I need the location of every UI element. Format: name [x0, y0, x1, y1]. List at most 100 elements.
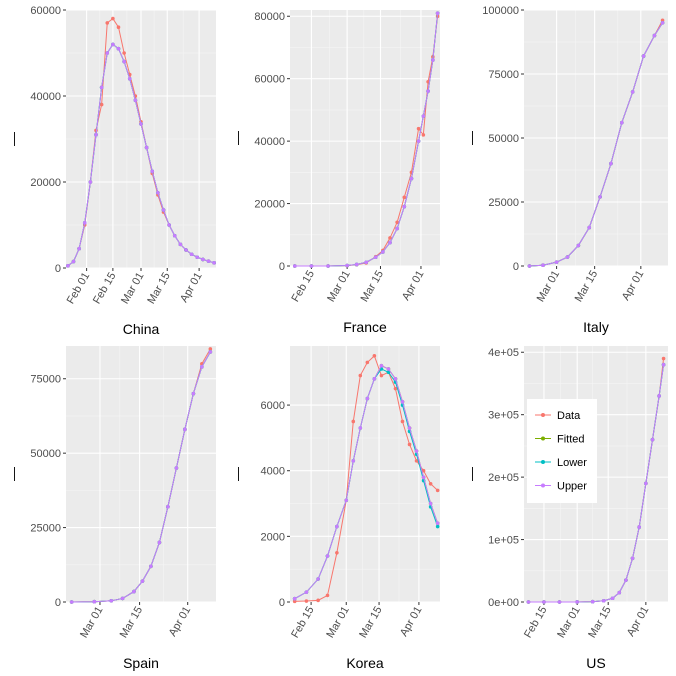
point-upper: [77, 246, 81, 251]
y-axis-label: —: [5, 467, 21, 481]
x-tick-label: Apr 01: [178, 271, 205, 305]
x-tick-label: Mar 15: [586, 605, 614, 641]
y-tick-label: 0: [513, 261, 519, 273]
point-data: [372, 354, 377, 358]
panel-us: 0e+00 1e+05 2e+05 3e+05 4e+05 Feb 15 Mar 01 Mar…: [463, 346, 668, 671]
point-upper: [157, 540, 162, 545]
y-tick-label: 6000: [261, 400, 285, 412]
point-upper: [630, 90, 635, 94]
series-line-upper: [71, 351, 211, 603]
panel-korea: 0 2000 4000 6000 Feb 15 Mar 01 Mar 15 Apr 01 — Ko…: [229, 346, 440, 671]
point-upper: [565, 255, 570, 259]
point-upper: [195, 255, 200, 260]
point-data: [358, 373, 363, 378]
point-upper: [393, 377, 398, 381]
y-tick-label: 75000: [488, 69, 519, 81]
x-tick-label: Apr 01: [620, 269, 647, 303]
point-data: [292, 599, 297, 604]
point-upper: [641, 54, 646, 58]
point-upper: [379, 363, 384, 368]
point-upper: [99, 85, 104, 90]
panel-background: [66, 346, 216, 602]
point-upper: [150, 169, 155, 174]
point-upper: [609, 161, 613, 166]
point-data: [365, 360, 370, 365]
point-upper: [527, 264, 532, 268]
point-upper: [304, 590, 309, 594]
point-upper: [407, 426, 412, 430]
point-upper: [587, 225, 592, 230]
panel-title: China: [123, 321, 160, 337]
point-upper: [575, 600, 579, 604]
point-upper: [309, 264, 314, 268]
x-tick-label: Feb 15: [289, 605, 317, 641]
legend-item-label: Lower: [557, 457, 587, 469]
legend-key-point: [541, 460, 545, 464]
point-upper: [590, 599, 595, 604]
point-upper: [120, 596, 125, 601]
x-tick-label: Mar 15: [573, 269, 601, 305]
point-upper: [122, 59, 126, 64]
x-tick-label: Feb 15: [290, 269, 318, 305]
y-tick-label: 20000: [254, 199, 285, 211]
point-lower: [386, 370, 391, 375]
point-upper: [111, 42, 115, 47]
point-upper: [92, 599, 97, 604]
y-tick-label: 25000: [30, 523, 61, 535]
panel-spain: 0 25000 50000 75000 Mar 01 Mar 15 Apr 01 — Spain: [5, 346, 216, 671]
point-upper: [395, 226, 399, 231]
point-data: [379, 373, 384, 378]
point-upper: [426, 89, 430, 93]
point-upper: [212, 261, 216, 265]
point-upper: [554, 260, 559, 264]
point-data: [393, 386, 398, 391]
point-upper: [365, 396, 370, 401]
point-upper: [351, 459, 356, 463]
point-upper: [292, 596, 297, 601]
point-data: [105, 21, 110, 25]
x-tick-label: Apr 01: [398, 605, 425, 639]
point-upper: [201, 257, 205, 262]
point-data: [351, 419, 356, 424]
x-tick-label: Mar 15: [359, 269, 387, 305]
point-upper: [66, 264, 70, 268]
point-upper: [109, 599, 114, 603]
point-data: [304, 599, 309, 603]
point-upper: [325, 554, 330, 558]
point-data: [208, 347, 213, 351]
point-upper: [208, 350, 213, 354]
y-tick-label: 1e+05: [488, 535, 519, 547]
point-upper: [576, 243, 581, 248]
point-data: [400, 419, 405, 424]
point-data: [414, 459, 419, 463]
point-data: [660, 18, 665, 23]
x-tick-label: Feb 15: [91, 271, 119, 307]
point-data: [122, 51, 126, 55]
y-axis-label: —: [463, 467, 479, 481]
point-upper: [630, 556, 635, 561]
point-upper: [200, 365, 204, 369]
panel-title: US: [586, 655, 605, 671]
legend-item-label: Upper: [557, 481, 587, 493]
point-upper: [617, 590, 622, 595]
point-upper: [133, 98, 138, 103]
point-data: [435, 488, 440, 493]
point-upper: [172, 233, 177, 238]
y-tick-label: 80000: [254, 11, 285, 23]
point-upper: [71, 259, 76, 264]
point-upper: [139, 122, 143, 126]
point-upper: [140, 579, 145, 583]
x-tick-label: Mar 01: [324, 605, 352, 641]
legend-item-label: Fitted: [557, 434, 585, 446]
point-upper: [386, 367, 391, 371]
panel-background: [290, 10, 440, 266]
point-upper: [178, 242, 183, 247]
point-data: [325, 593, 330, 598]
point-upper: [402, 204, 407, 209]
point-upper: [435, 11, 440, 15]
x-tick-label: Mar 15: [118, 605, 146, 641]
point-upper: [624, 578, 628, 582]
x-tick-label: Mar 01: [78, 605, 106, 641]
